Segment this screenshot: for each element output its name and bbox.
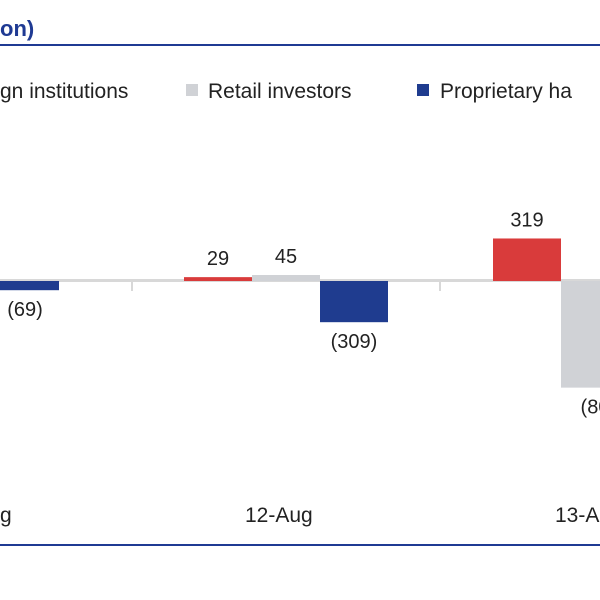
bar-foreign-2: [493, 238, 561, 281]
bar-foreign-1: [184, 277, 252, 281]
bottom-border: [0, 544, 600, 546]
data-label-foreign-1: 29: [207, 248, 229, 270]
bar-retail-1: [252, 275, 320, 281]
legend-label-foreign: gn institutions: [0, 80, 128, 103]
x-tick-g: g: [0, 504, 12, 527]
data-label-proprietary-0: (69): [7, 299, 43, 321]
x-tick-13-a: 13-A: [555, 504, 599, 527]
legend-label-proprietary: Proprietary ha: [440, 80, 572, 103]
chart-title: on): [0, 16, 34, 41]
data-label-retail-2: (80: [581, 397, 600, 419]
bar-proprietary-1: [320, 281, 388, 323]
axis-divider-1: [131, 281, 133, 291]
legend-label-retail: Retail investors: [208, 80, 352, 103]
title-underline: [0, 44, 600, 46]
data-label-foreign-2: 319: [510, 209, 543, 231]
data-label-retail-1: 45: [275, 246, 297, 268]
bar-retail-2: [561, 281, 600, 388]
legend-swatch-retail: [186, 84, 198, 96]
x-tick-12-aug: 12-Aug: [245, 504, 313, 527]
bars-group: [0, 238, 600, 388]
data-label-proprietary-1: (309): [331, 331, 378, 353]
axis-divider-2: [439, 281, 441, 291]
legend: gn institutions Retail investors Proprie…: [0, 80, 572, 103]
bar-proprietary-0: [0, 281, 59, 291]
legend-swatch-proprietary: [417, 84, 429, 96]
